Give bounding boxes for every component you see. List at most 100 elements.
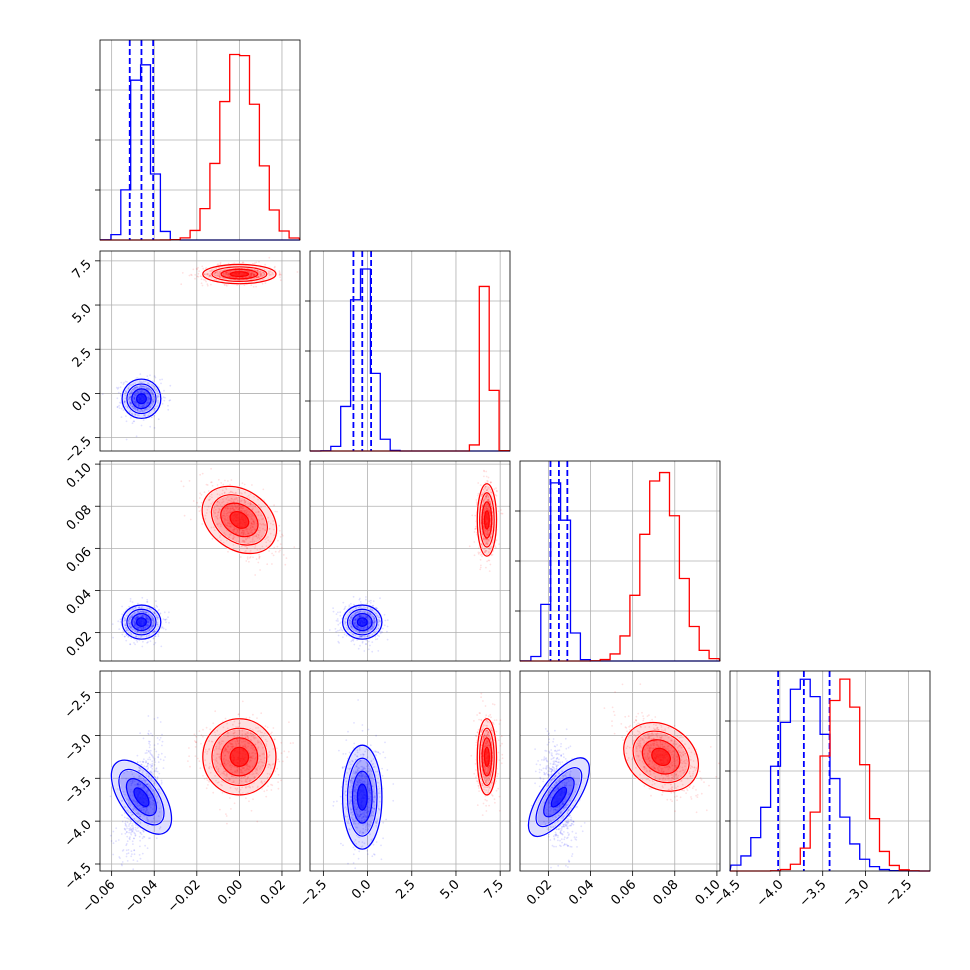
sample-point xyxy=(141,645,144,648)
sample-point xyxy=(278,529,281,532)
sample-point xyxy=(338,629,341,632)
sample-point xyxy=(230,479,233,481)
sample-point xyxy=(120,863,123,866)
sample-point xyxy=(141,405,144,408)
scatter-panel xyxy=(99,670,301,872)
sample-point xyxy=(168,611,170,614)
sample-point xyxy=(146,401,149,403)
sample-point xyxy=(163,389,165,392)
sample-point xyxy=(139,845,141,848)
sample-point xyxy=(132,868,135,871)
sample-point xyxy=(167,404,169,407)
sample-point xyxy=(365,643,368,645)
sample-point xyxy=(169,384,172,387)
sample-point xyxy=(189,518,192,521)
sample-point xyxy=(252,285,255,288)
sample-point xyxy=(276,510,278,513)
sample-point xyxy=(161,733,163,736)
sample-point xyxy=(277,539,279,542)
sample-point xyxy=(148,397,151,400)
sample-point xyxy=(134,401,137,404)
sample-point xyxy=(148,399,151,402)
sample-point xyxy=(251,484,253,486)
sample-point xyxy=(133,396,136,399)
sample-point xyxy=(160,645,163,648)
sample-point xyxy=(471,514,474,517)
sample-point xyxy=(194,277,196,280)
sample-point xyxy=(140,833,143,836)
sample-point xyxy=(161,744,163,747)
sample-point xyxy=(340,628,343,631)
sample-point xyxy=(134,408,137,411)
sample-point xyxy=(332,607,334,609)
sample-point xyxy=(148,395,151,397)
sample-point xyxy=(153,718,156,720)
sample-point xyxy=(143,758,145,761)
sample-point xyxy=(131,422,134,425)
sample-point xyxy=(129,832,132,834)
sample-point xyxy=(125,639,128,642)
sample-point xyxy=(372,600,375,603)
sample-point xyxy=(201,265,204,268)
sample-point xyxy=(190,273,192,276)
sample-point xyxy=(198,497,201,499)
sample-point xyxy=(131,601,134,603)
sample-point xyxy=(258,557,261,560)
sample-point xyxy=(268,550,270,552)
sample-point xyxy=(361,641,364,644)
sample-point xyxy=(359,644,361,647)
sample-point xyxy=(126,860,129,862)
sample-point xyxy=(147,733,150,736)
sample-point xyxy=(130,384,133,387)
sample-point xyxy=(155,750,158,753)
sample-point xyxy=(150,732,152,735)
sample-point xyxy=(121,633,124,636)
sample-point xyxy=(120,393,122,396)
sample-point xyxy=(161,402,164,405)
sample-point xyxy=(126,840,129,843)
sample-point xyxy=(339,627,342,629)
sample-point xyxy=(371,650,374,653)
sample-point xyxy=(136,391,139,393)
sample-point xyxy=(149,398,151,400)
sample-point xyxy=(137,403,139,405)
sample-point xyxy=(160,752,163,755)
histogram-panel xyxy=(519,460,721,662)
sample-point xyxy=(279,276,281,279)
sample-point xyxy=(336,618,339,620)
sample-point xyxy=(196,268,199,271)
sample-point xyxy=(334,628,337,630)
sample-point xyxy=(145,390,147,393)
sample-point xyxy=(117,839,120,841)
sample-point xyxy=(386,630,388,633)
sample-point xyxy=(137,405,140,408)
sample-point xyxy=(371,641,374,643)
sample-point xyxy=(183,514,186,517)
sample-point xyxy=(200,282,203,285)
sample-point xyxy=(138,854,141,856)
sample-point xyxy=(128,398,131,400)
density-contour xyxy=(229,271,250,278)
sample-point xyxy=(147,388,150,391)
sample-point xyxy=(151,734,154,737)
sample-point xyxy=(271,563,273,565)
sample-point xyxy=(379,597,381,600)
sample-point xyxy=(495,546,497,549)
sample-point xyxy=(121,605,123,608)
sample-point xyxy=(129,392,132,395)
sample-point xyxy=(296,271,299,273)
sample-point xyxy=(365,598,367,601)
sample-point xyxy=(337,620,339,622)
sample-point xyxy=(157,401,159,404)
sample-point xyxy=(489,563,492,566)
sample-point xyxy=(163,399,166,402)
scatter-panel xyxy=(309,460,511,662)
sample-point xyxy=(255,285,257,288)
sample-point xyxy=(153,427,156,429)
sample-point xyxy=(328,629,331,631)
sample-point xyxy=(143,765,146,768)
sample-point xyxy=(159,736,162,739)
sample-point xyxy=(167,408,170,411)
sample-point xyxy=(293,546,296,548)
